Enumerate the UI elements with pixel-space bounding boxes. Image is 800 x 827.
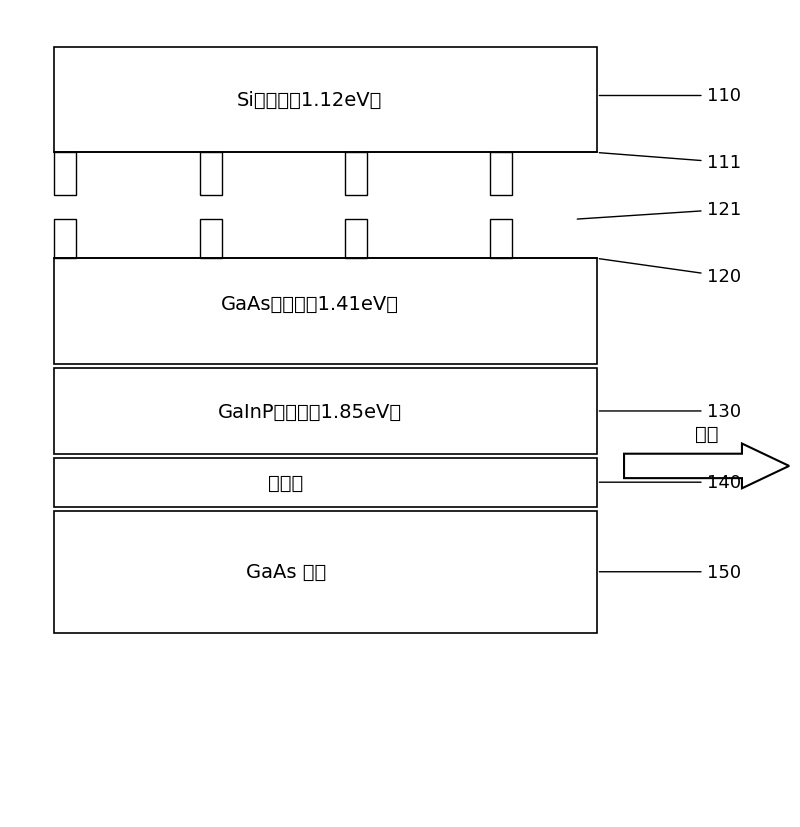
Text: 110: 110 [599,88,741,105]
Polygon shape [199,220,222,259]
Polygon shape [345,220,367,259]
Polygon shape [54,153,76,195]
Polygon shape [345,153,367,195]
Polygon shape [490,220,513,259]
Text: 121: 121 [578,201,741,220]
Text: GaAs子电池（1.41eV）: GaAs子电池（1.41eV） [221,294,398,313]
Text: 120: 120 [599,260,741,286]
Text: 压焊: 压焊 [695,424,718,443]
Polygon shape [199,153,222,195]
Text: 牲牺层: 牲牺层 [268,473,304,492]
Polygon shape [54,220,76,259]
Polygon shape [624,444,789,489]
Text: 130: 130 [599,403,741,420]
Text: Si子电池（1.12eV）: Si子电池（1.12eV） [237,91,382,110]
Text: GaAs 衬底: GaAs 衬底 [246,562,326,581]
Text: 111: 111 [599,154,741,172]
Text: 150: 150 [599,563,741,581]
Text: 140: 140 [599,474,741,491]
Polygon shape [490,153,513,195]
Text: GaInP子电池（1.85eV）: GaInP子电池（1.85eV） [218,402,402,421]
